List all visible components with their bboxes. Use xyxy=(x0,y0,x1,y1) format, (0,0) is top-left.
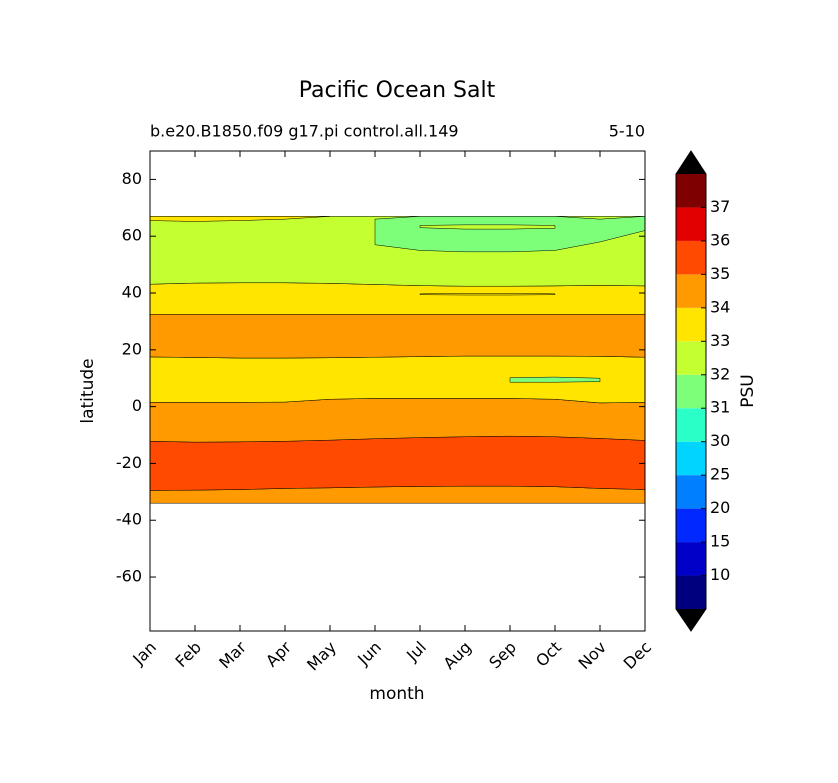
x-tick-label: Nov xyxy=(574,638,610,674)
colorbar-tick-label: 30 xyxy=(710,431,730,450)
x-tick-label: Sep xyxy=(485,638,520,673)
contour-band xyxy=(509,376,601,383)
colorbar-segment xyxy=(676,374,706,409)
colorbar-segment xyxy=(676,274,706,308)
chart-title: Pacific Ocean Salt xyxy=(299,78,496,103)
colorbar-tick-label: 32 xyxy=(710,364,730,383)
colorbar-segment xyxy=(676,575,706,609)
colorbar-segment xyxy=(676,475,706,509)
colorbar-tick-label: 34 xyxy=(710,297,730,316)
colorbar-frame xyxy=(675,150,707,632)
colorbar-segment xyxy=(676,341,706,375)
colorbar-tick-label: 33 xyxy=(710,331,730,350)
x-tick-label: Jun xyxy=(353,638,385,670)
x-tick-label: Apr xyxy=(262,637,295,670)
y-tick-label: -40 xyxy=(116,510,142,529)
x-tick-label: Dec xyxy=(620,638,655,673)
colorbar-tick-label: 20 xyxy=(710,498,730,517)
colorbar-segment xyxy=(676,207,706,241)
colorbar-tick-label: 15 xyxy=(710,532,730,551)
colorbar-tick-label: 35 xyxy=(710,264,730,283)
y-tick-label: 20 xyxy=(122,339,142,358)
colorbar-tick-label: 37 xyxy=(710,197,730,216)
plot-area xyxy=(150,216,645,504)
colorbar-label: PSU xyxy=(738,374,758,408)
plot-frame xyxy=(149,150,646,632)
x-tick-label: Mar xyxy=(215,637,250,672)
x-tick-label: Jan xyxy=(128,638,160,670)
colorbar-tick-label: 36 xyxy=(710,230,730,249)
colorbar-segment xyxy=(676,508,706,543)
subtitle-left: b.e20.B1850.f09 g17.pi control.all.149 xyxy=(150,122,459,141)
colorbar-extend-min xyxy=(676,609,706,631)
contour-band xyxy=(150,314,645,359)
y-tick-label: -60 xyxy=(116,567,142,586)
colorbar-segment xyxy=(676,542,706,576)
colorbar-segment xyxy=(676,408,706,442)
contour-band xyxy=(419,293,556,296)
contour-band xyxy=(150,216,331,222)
x-tick-label: Oct xyxy=(532,638,565,671)
colorbar-tick-label: 31 xyxy=(710,398,730,417)
y-axis-label: latitude xyxy=(78,358,98,423)
colorbar-segment xyxy=(676,240,706,275)
colorbar-tick-label: 10 xyxy=(710,565,730,584)
y-tick-label: 80 xyxy=(122,169,142,188)
x-tick-label: Jul xyxy=(402,638,430,666)
colorbar-tick-label: 25 xyxy=(710,465,730,484)
contour-band xyxy=(150,282,645,315)
colorbar-segment xyxy=(676,174,706,208)
contour-band xyxy=(150,398,645,443)
x-tick-label: Feb xyxy=(172,638,205,671)
y-tick-label: 0 xyxy=(132,396,142,415)
y-tick-label: -20 xyxy=(116,453,142,472)
colorbar-segment xyxy=(676,307,706,342)
colorbar-segment xyxy=(676,441,706,476)
x-tick-label: Aug xyxy=(439,638,475,674)
contour-band xyxy=(150,435,645,491)
contour-band xyxy=(419,224,556,230)
colorbar-extend-max xyxy=(676,151,706,174)
y-tick-label: 60 xyxy=(122,226,142,245)
x-axis-label: month xyxy=(369,684,424,704)
y-tick-label: 40 xyxy=(122,283,142,302)
x-tick-label: May xyxy=(303,638,340,675)
subtitle-right: 5-10 xyxy=(609,122,645,141)
